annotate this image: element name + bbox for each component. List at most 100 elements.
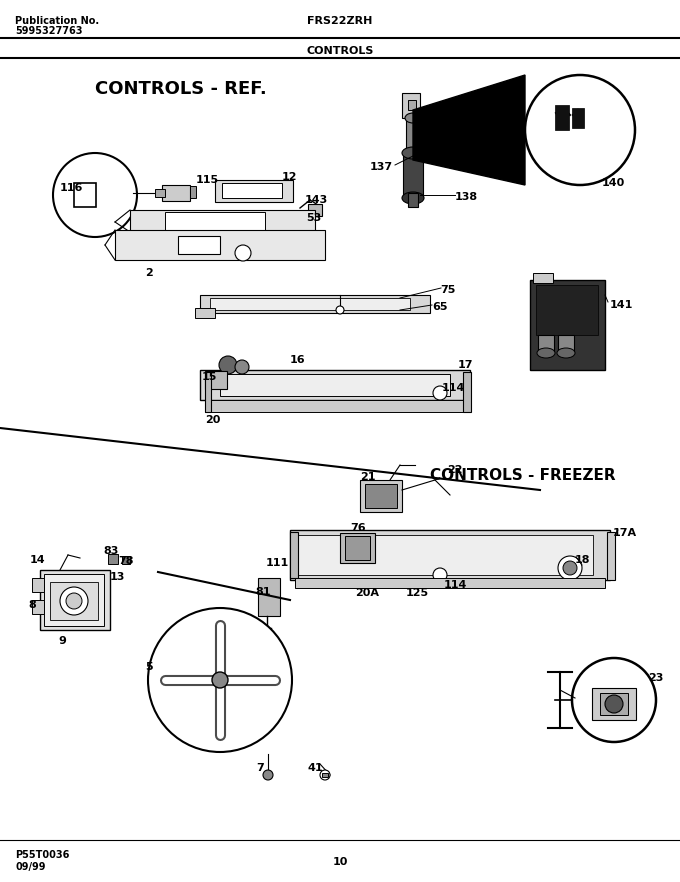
Polygon shape: [164, 621, 220, 680]
Bar: [178, 236, 220, 254]
Text: CONTROLS: CONTROLS: [306, 46, 374, 56]
Circle shape: [433, 568, 447, 582]
Polygon shape: [161, 680, 220, 736]
Bar: [607, 532, 615, 580]
Bar: [210, 298, 410, 310]
Bar: [600, 693, 628, 715]
Text: 10: 10: [333, 857, 347, 867]
Bar: [290, 530, 610, 580]
Text: 20A: 20A: [355, 588, 379, 598]
Text: 114: 114: [442, 383, 465, 393]
Bar: [345, 536, 370, 560]
Text: Publication No.: Publication No.: [15, 16, 99, 26]
Circle shape: [563, 561, 577, 575]
Bar: [322, 773, 328, 777]
Text: 116: 116: [60, 183, 84, 193]
Bar: [108, 554, 118, 564]
Ellipse shape: [402, 147, 424, 159]
Circle shape: [60, 587, 88, 615]
Ellipse shape: [557, 348, 575, 358]
Bar: [200, 295, 430, 313]
Polygon shape: [220, 624, 279, 680]
Text: 137: 137: [370, 162, 393, 172]
Bar: [258, 578, 280, 616]
Bar: [215, 180, 293, 202]
Circle shape: [66, 593, 82, 609]
Text: 140: 140: [602, 178, 625, 188]
Text: 76: 76: [350, 523, 366, 533]
Bar: [406, 118, 420, 153]
Text: 41: 41: [308, 763, 324, 773]
Circle shape: [525, 75, 635, 185]
Bar: [463, 372, 471, 412]
Text: 13: 13: [110, 572, 125, 582]
Ellipse shape: [537, 348, 555, 358]
Bar: [533, 273, 553, 283]
Text: 22: 22: [447, 465, 462, 475]
Bar: [408, 100, 416, 110]
Bar: [44, 574, 104, 626]
Text: 81: 81: [255, 587, 271, 597]
Circle shape: [320, 770, 330, 780]
Circle shape: [53, 153, 137, 237]
Circle shape: [219, 356, 237, 374]
Text: 5995327763: 5995327763: [15, 26, 82, 36]
Circle shape: [212, 672, 228, 688]
Bar: [308, 204, 322, 216]
Bar: [74, 183, 96, 207]
Bar: [220, 374, 450, 396]
Bar: [162, 185, 190, 201]
Bar: [200, 370, 470, 400]
Text: 16: 16: [290, 355, 305, 365]
Bar: [50, 582, 98, 620]
Text: 17: 17: [458, 360, 473, 370]
Bar: [530, 280, 605, 370]
Text: 83: 83: [103, 546, 118, 556]
Bar: [536, 285, 598, 335]
Bar: [365, 484, 397, 508]
Text: 14: 14: [30, 555, 46, 565]
Text: 2: 2: [145, 268, 153, 278]
Circle shape: [336, 306, 344, 314]
Bar: [340, 533, 375, 563]
Circle shape: [572, 658, 656, 742]
Bar: [298, 535, 593, 575]
Bar: [165, 212, 265, 230]
Polygon shape: [220, 680, 276, 739]
Text: P55T0036: P55T0036: [15, 850, 69, 860]
Text: 138: 138: [455, 192, 478, 202]
Bar: [555, 105, 569, 130]
Text: 21: 21: [360, 472, 375, 482]
Text: 7: 7: [256, 763, 264, 773]
Text: 139: 139: [456, 138, 479, 148]
Text: 5: 5: [145, 662, 152, 672]
Text: 114: 114: [444, 580, 467, 590]
Bar: [130, 210, 315, 232]
Bar: [205, 400, 465, 412]
Text: 141: 141: [610, 300, 633, 310]
Text: 75: 75: [440, 285, 456, 295]
Bar: [222, 183, 282, 198]
Bar: [538, 335, 554, 353]
Circle shape: [605, 695, 623, 713]
Text: 111: 111: [266, 558, 289, 568]
Bar: [32, 600, 44, 614]
Ellipse shape: [405, 113, 421, 123]
Text: 09/99: 09/99: [15, 862, 46, 872]
Bar: [32, 578, 44, 592]
Text: 53: 53: [306, 213, 321, 223]
Bar: [572, 108, 584, 128]
Bar: [558, 335, 574, 353]
Bar: [40, 570, 110, 630]
Ellipse shape: [402, 192, 424, 204]
Text: 78: 78: [118, 556, 133, 566]
Polygon shape: [413, 75, 525, 185]
Bar: [205, 371, 227, 389]
Bar: [592, 688, 636, 720]
Text: 20: 20: [205, 415, 220, 425]
Text: CONTROLS - REF.: CONTROLS - REF.: [95, 80, 267, 98]
Bar: [408, 193, 418, 207]
Bar: [360, 480, 402, 512]
Bar: [190, 186, 196, 198]
Text: 9: 9: [58, 636, 66, 646]
